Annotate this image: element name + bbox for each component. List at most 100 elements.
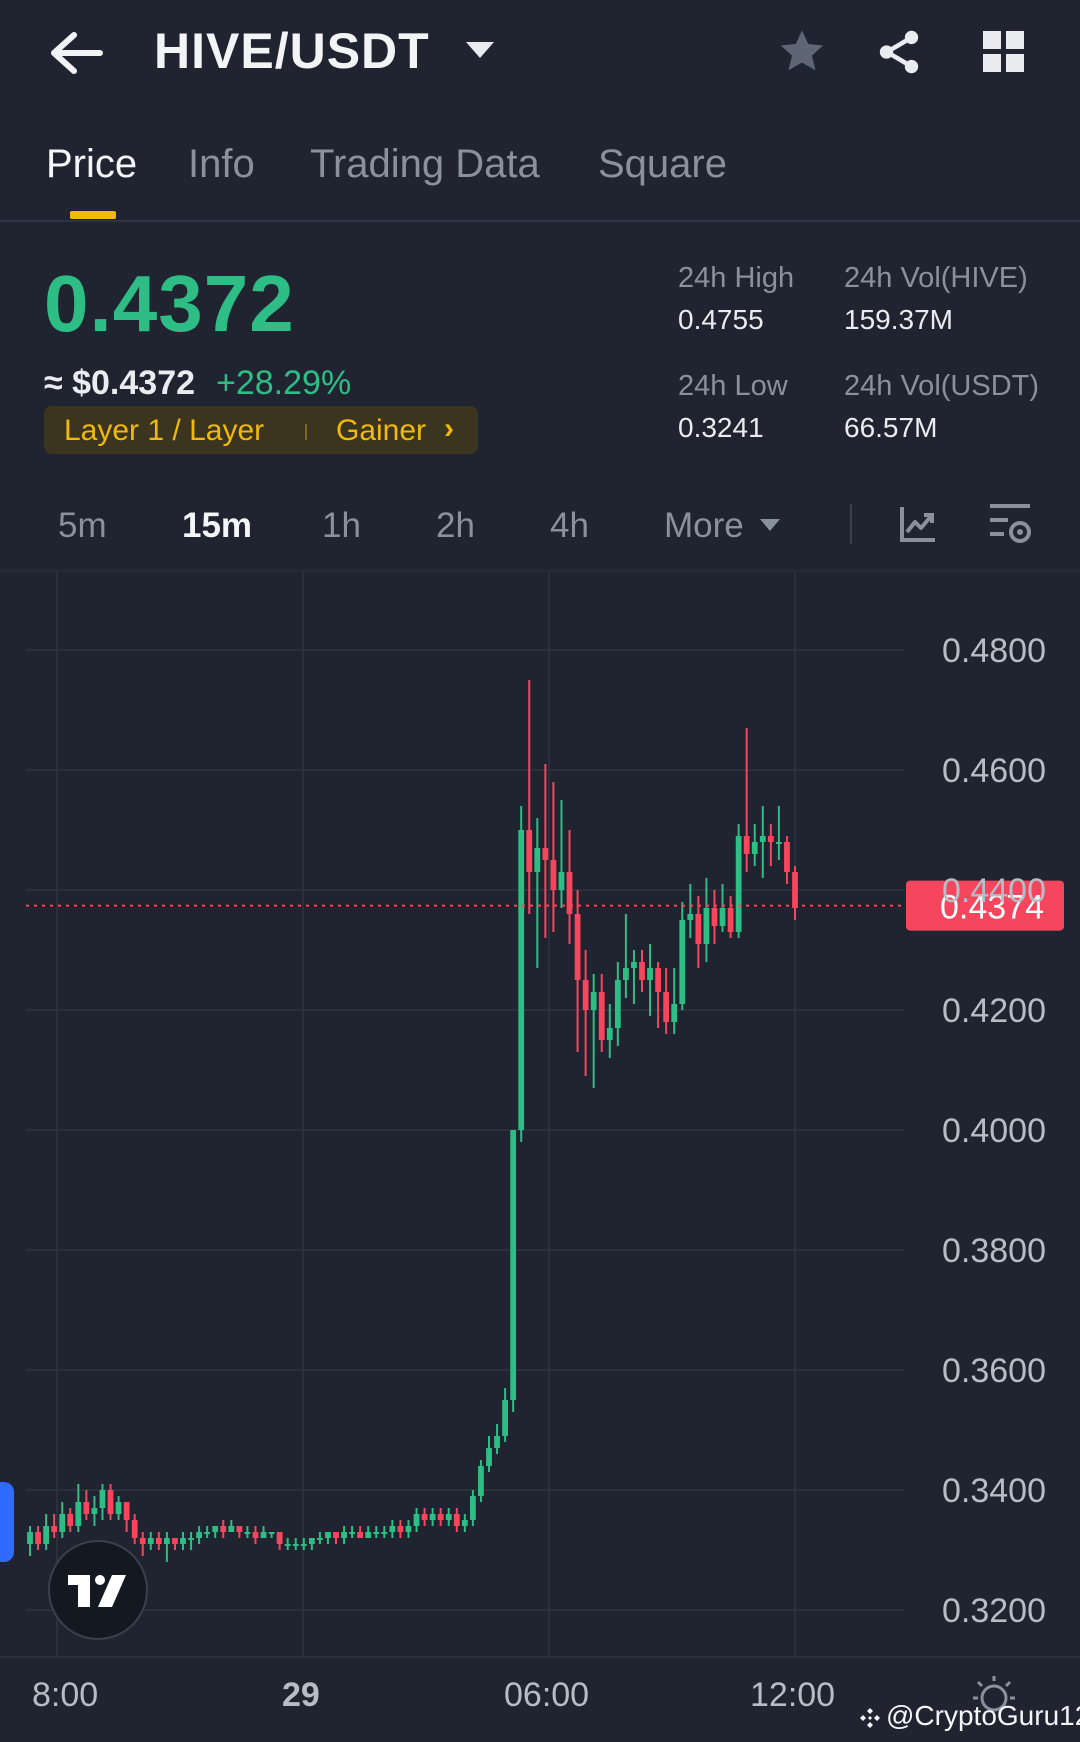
candle-body bbox=[300, 1544, 307, 1546]
stat-vol-base-label: 24h Vol(HIVE) bbox=[844, 262, 1028, 294]
candle-body bbox=[155, 1538, 162, 1544]
candlestick-chart[interactable]: 0.4374 0.4800 0.4600 0.4400 0.4200 0.4000 0.3… bbox=[0, 572, 1080, 1742]
tradingview-logo bbox=[48, 1540, 148, 1640]
candle-body bbox=[99, 1490, 106, 1508]
candle-body bbox=[91, 1508, 98, 1514]
tag-pill[interactable] bbox=[44, 406, 478, 454]
candles bbox=[27, 680, 798, 1562]
candle-body bbox=[453, 1514, 460, 1526]
stat-high-value: 0.4755 bbox=[678, 304, 764, 335]
candle-body bbox=[196, 1532, 203, 1538]
current-price-badge bbox=[906, 880, 1064, 931]
y-tick-label: 0.4400 bbox=[942, 872, 1046, 910]
candle-body bbox=[534, 848, 541, 872]
candle-body bbox=[582, 980, 589, 1010]
candle-body bbox=[679, 920, 686, 1004]
candle-body bbox=[614, 980, 621, 1028]
back-arrow-icon[interactable] bbox=[48, 30, 104, 76]
sun-icon[interactable] bbox=[970, 1670, 1018, 1718]
candle-body bbox=[550, 860, 557, 890]
candle-body bbox=[163, 1538, 170, 1544]
y-axis-labels: 0.4800 0.4600 0.4400 0.4200 0.4000 0.3800 0.36… bbox=[942, 632, 1046, 1630]
candle-body bbox=[67, 1514, 74, 1526]
tag-category[interactable]: Layer 1 / Layer bbox=[64, 414, 265, 447]
chevron-right-icon[interactable]: › bbox=[444, 412, 454, 445]
candle-body bbox=[357, 1532, 364, 1538]
candle-body bbox=[252, 1532, 259, 1538]
interval-1h[interactable]: 1h bbox=[322, 506, 361, 545]
candle-body bbox=[558, 872, 565, 890]
candle-body bbox=[687, 914, 694, 920]
share-icon[interactable] bbox=[874, 26, 924, 78]
candle-body bbox=[590, 992, 597, 1010]
binance-logo-icon bbox=[860, 1708, 880, 1728]
y-tick-label: 0.4000 bbox=[942, 1112, 1046, 1150]
caret-down-icon[interactable] bbox=[760, 519, 780, 531]
candle-body bbox=[228, 1526, 235, 1532]
tab-square[interactable]: Square bbox=[598, 142, 727, 186]
candle-body bbox=[494, 1436, 500, 1448]
tab-info[interactable]: Info bbox=[188, 142, 255, 186]
tab-price[interactable]: Price bbox=[46, 142, 138, 186]
grid-icon[interactable] bbox=[982, 30, 1026, 74]
last-price: 0.4372 bbox=[44, 259, 295, 348]
candle-body bbox=[260, 1532, 267, 1538]
interval-5m[interactable]: 5m bbox=[58, 506, 107, 545]
candle-body bbox=[139, 1538, 146, 1544]
interval-2h[interactable]: 2h bbox=[436, 506, 475, 545]
interval-4h[interactable]: 4h bbox=[550, 506, 589, 545]
candle-body bbox=[373, 1532, 380, 1534]
candle-body bbox=[695, 914, 702, 944]
interval-15m[interactable]: 15m bbox=[182, 506, 253, 545]
candle-body bbox=[397, 1526, 404, 1532]
y-tick-label: 0.3800 bbox=[942, 1232, 1046, 1270]
candle-body bbox=[461, 1520, 468, 1526]
y-tick-label: 0.4200 bbox=[942, 992, 1046, 1030]
candle-body bbox=[308, 1538, 315, 1544]
candle-body bbox=[147, 1538, 154, 1544]
candle-body bbox=[639, 962, 645, 980]
candle-body bbox=[405, 1526, 412, 1532]
divider bbox=[0, 220, 1080, 222]
candle-body bbox=[510, 1130, 517, 1400]
candle-body bbox=[478, 1466, 484, 1496]
chart-grid bbox=[0, 572, 1080, 1658]
candle-body bbox=[204, 1532, 211, 1534]
caret-down-icon[interactable] bbox=[466, 42, 494, 58]
y-tick-label: 0.3400 bbox=[942, 1472, 1046, 1510]
candle-body bbox=[526, 830, 533, 872]
tab-trading-data[interactable]: Trading Data bbox=[310, 142, 540, 186]
candle-body bbox=[59, 1514, 66, 1532]
tag-gainer[interactable]: Gainer bbox=[336, 414, 427, 447]
candle-body bbox=[284, 1544, 291, 1546]
candle-body bbox=[518, 830, 525, 1130]
current-price-label: 0.4374 bbox=[940, 889, 1044, 927]
candle-body bbox=[598, 992, 605, 1040]
star-icon[interactable] bbox=[776, 26, 828, 78]
candle-body bbox=[735, 836, 742, 932]
interval-more[interactable]: More bbox=[664, 506, 744, 545]
candle-body bbox=[381, 1532, 388, 1534]
candle-body bbox=[341, 1532, 347, 1538]
candle-body bbox=[35, 1532, 41, 1544]
stat-vol-quote-value: 66.57M bbox=[844, 412, 938, 443]
drawer-handle[interactable] bbox=[0, 1482, 14, 1562]
candle-body bbox=[180, 1538, 186, 1544]
candle-body bbox=[316, 1538, 323, 1540]
candle-body bbox=[115, 1502, 122, 1514]
indicator-icon[interactable] bbox=[898, 504, 938, 544]
y-tick-label: 0.3200 bbox=[942, 1592, 1046, 1630]
candle-body bbox=[445, 1514, 452, 1520]
stat-low-label: 24h Low bbox=[678, 370, 788, 402]
candle-body bbox=[365, 1532, 372, 1538]
pair-title[interactable]: HIVE/USDT bbox=[154, 23, 430, 79]
x-tick-label: 29 bbox=[282, 1676, 320, 1714]
chart-settings-icon[interactable] bbox=[988, 502, 1034, 546]
candle-body bbox=[276, 1532, 283, 1544]
active-tab-indicator bbox=[70, 211, 116, 219]
stat-high-label: 24h High bbox=[678, 262, 795, 294]
candle-body bbox=[647, 968, 653, 980]
candle-body bbox=[751, 842, 758, 854]
candle-body bbox=[131, 1520, 138, 1538]
candle-body bbox=[268, 1532, 275, 1534]
